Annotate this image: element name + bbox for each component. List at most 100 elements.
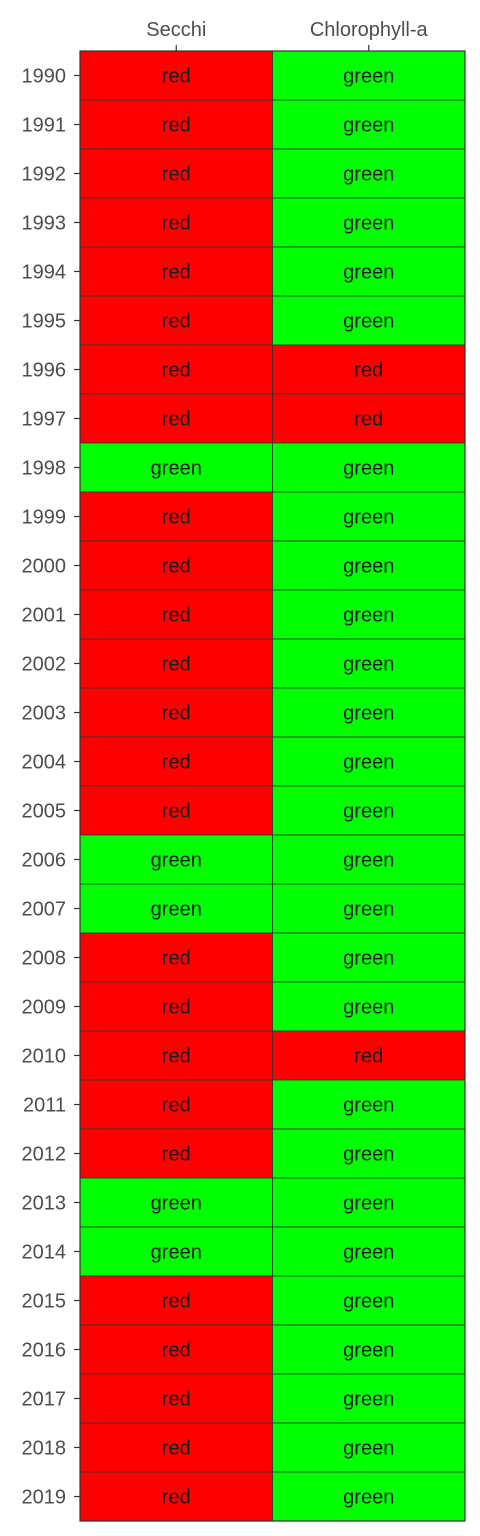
heatmap-cell	[79, 589, 273, 640]
heatmap-cell	[272, 589, 466, 640]
row-label: 2017	[22, 1389, 67, 1411]
row-label: 1997	[22, 409, 67, 431]
heatmap-cell	[79, 491, 273, 542]
cell-label: green	[343, 899, 394, 921]
cell-label: red	[162, 997, 191, 1019]
cell-label: green	[343, 1487, 394, 1509]
heatmap-cell	[272, 246, 466, 297]
row-label: 2012	[22, 1144, 67, 1166]
cell-label: red	[162, 115, 191, 137]
cell-label: red	[162, 1389, 191, 1411]
row-label: 2015	[22, 1291, 67, 1313]
cell-label: green	[343, 1291, 394, 1313]
row-label: 1992	[22, 164, 67, 186]
heatmap-cell	[79, 197, 273, 248]
row-label: 2016	[22, 1340, 67, 1362]
cell-label: green	[343, 1095, 394, 1117]
heatmap-cell	[272, 295, 466, 346]
row-label: 1990	[22, 66, 67, 88]
cell-label: green	[343, 997, 394, 1019]
heatmap-cell	[272, 785, 466, 836]
heatmap-cell	[272, 1471, 466, 1522]
row-label: 2014	[22, 1242, 67, 1264]
heatmap-cell	[272, 883, 466, 934]
row-label: 2011	[23, 1095, 66, 1117]
row-label: 2002	[22, 654, 67, 676]
cell-label: red	[162, 654, 191, 676]
cell-label: red	[162, 1340, 191, 1362]
cell-label: green	[151, 1242, 202, 1264]
heatmap-cell	[272, 638, 466, 689]
heatmap-cell	[272, 1373, 466, 1424]
heatmap-cell	[272, 687, 466, 738]
row-label: 2006	[22, 850, 67, 872]
heatmap-cell	[79, 295, 273, 346]
heatmap-cell	[79, 1324, 273, 1375]
cell-label: green	[343, 311, 394, 333]
cell-label: green	[343, 801, 394, 823]
cell-label: red	[162, 66, 191, 88]
row-label: 2004	[22, 752, 67, 774]
row-label: 2003	[22, 703, 67, 725]
heatmap-cell	[272, 148, 466, 199]
row-label: 2005	[22, 801, 67, 823]
cell-label: green	[343, 850, 394, 872]
row-label: 2000	[22, 556, 67, 578]
heatmap-cell	[79, 932, 273, 983]
cell-label: green	[343, 507, 394, 529]
cell-label: green	[151, 850, 202, 872]
heatmap-cell	[79, 736, 273, 787]
column-label: Secchi	[146, 19, 206, 41]
cell-label: red	[162, 801, 191, 823]
cell-label: green	[343, 1438, 394, 1460]
cell-label: green	[343, 1340, 394, 1362]
heatmap-cell	[272, 99, 466, 150]
cell-label: green	[343, 1193, 394, 1215]
heatmap-cell	[79, 1226, 273, 1277]
cell-label: red	[354, 1046, 383, 1068]
row-label: 2007	[22, 899, 67, 921]
heatmap-cell	[272, 1079, 466, 1130]
cell-label: green	[343, 164, 394, 186]
cell-label: green	[343, 948, 394, 970]
cell-label: green	[343, 654, 394, 676]
cell-label: green	[151, 899, 202, 921]
cell-label: red	[162, 703, 191, 725]
cell-label: red	[162, 311, 191, 333]
cell-label: green	[343, 115, 394, 137]
cell-label: red	[162, 164, 191, 186]
cell-label: green	[343, 1144, 394, 1166]
row-label: 2018	[22, 1438, 67, 1460]
heatmap-cell	[272, 1324, 466, 1375]
cell-label: green	[343, 458, 394, 480]
heatmap-cell	[272, 197, 466, 248]
cell-label: red	[162, 556, 191, 578]
cell-label: red	[162, 1046, 191, 1068]
cell-label: green	[343, 703, 394, 725]
row-label: 2001	[22, 605, 67, 627]
cell-label: green	[343, 66, 394, 88]
row-label: 2019	[22, 1487, 67, 1509]
heatmap-cell	[79, 99, 273, 150]
cell-label: red	[162, 948, 191, 970]
row-label: 1999	[22, 507, 67, 529]
row-label: 2013	[22, 1193, 67, 1215]
heatmap-cell	[272, 834, 466, 885]
heatmap-cell	[79, 1422, 273, 1473]
heatmap-cell	[272, 1226, 466, 1277]
row-label: 1993	[22, 213, 67, 235]
heatmap-cell	[272, 393, 466, 444]
heatmap-cell	[79, 393, 273, 444]
row-label: 1995	[22, 311, 67, 333]
panel-border	[79, 50, 466, 1522]
heatmap-cell	[272, 540, 466, 591]
cell-label: green	[343, 262, 394, 284]
heatmap-cell	[79, 834, 273, 885]
heatmap-cell	[79, 148, 273, 199]
cell-label: red	[162, 752, 191, 774]
cell-label: green	[151, 458, 202, 480]
cell-label: green	[343, 605, 394, 627]
cell-label: red	[162, 605, 191, 627]
cell-label: green	[343, 556, 394, 578]
